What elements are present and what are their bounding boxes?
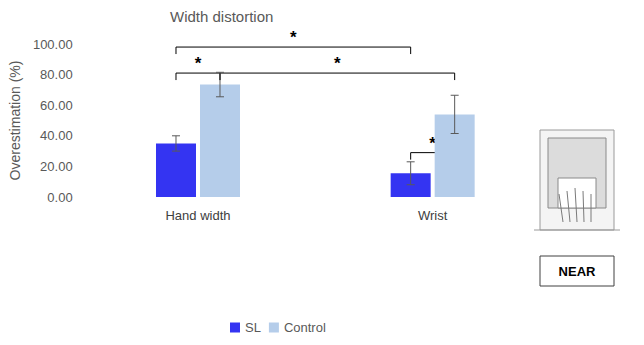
- svg-text:Width distortion: Width distortion: [170, 8, 273, 25]
- svg-text:Overestimation (%): Overestimation (%): [7, 61, 23, 181]
- svg-text:*: *: [290, 28, 297, 47]
- svg-text:80.00: 80.00: [40, 67, 73, 82]
- svg-text:Wrist: Wrist: [418, 208, 448, 223]
- svg-text:*: *: [334, 54, 341, 73]
- svg-text:20.00: 20.00: [40, 159, 73, 174]
- svg-text:SL: SL: [245, 320, 261, 335]
- svg-text:*: *: [195, 54, 202, 73]
- svg-text:Control: Control: [284, 320, 326, 335]
- svg-text:0.00: 0.00: [47, 190, 72, 205]
- svg-text:Hand width: Hand width: [165, 208, 230, 223]
- svg-text:NEAR: NEAR: [559, 264, 596, 279]
- svg-text:100.00: 100.00: [33, 37, 73, 52]
- svg-text:40.00: 40.00: [40, 128, 73, 143]
- svg-text:60.00: 60.00: [40, 98, 73, 113]
